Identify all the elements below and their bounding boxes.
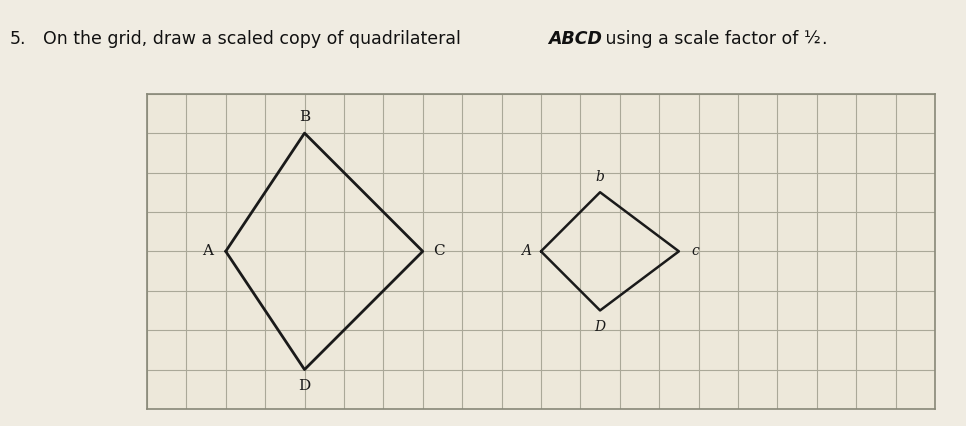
Text: ABCD: ABCD	[548, 30, 602, 48]
Text: A: A	[521, 245, 531, 258]
Text: C: C	[434, 245, 445, 258]
Text: On the grid, draw a scaled copy of quadrilateral: On the grid, draw a scaled copy of quadr…	[43, 30, 467, 48]
Text: .: .	[821, 30, 827, 48]
Text: D: D	[298, 379, 311, 393]
Text: D: D	[594, 320, 606, 334]
Text: b: b	[596, 170, 605, 184]
Text: A: A	[203, 245, 213, 258]
Text: ½: ½	[804, 30, 820, 48]
Text: using a scale factor of: using a scale factor of	[600, 30, 804, 48]
Text: c: c	[692, 245, 699, 258]
Text: 5.: 5.	[10, 30, 26, 48]
Text: B: B	[298, 109, 310, 124]
